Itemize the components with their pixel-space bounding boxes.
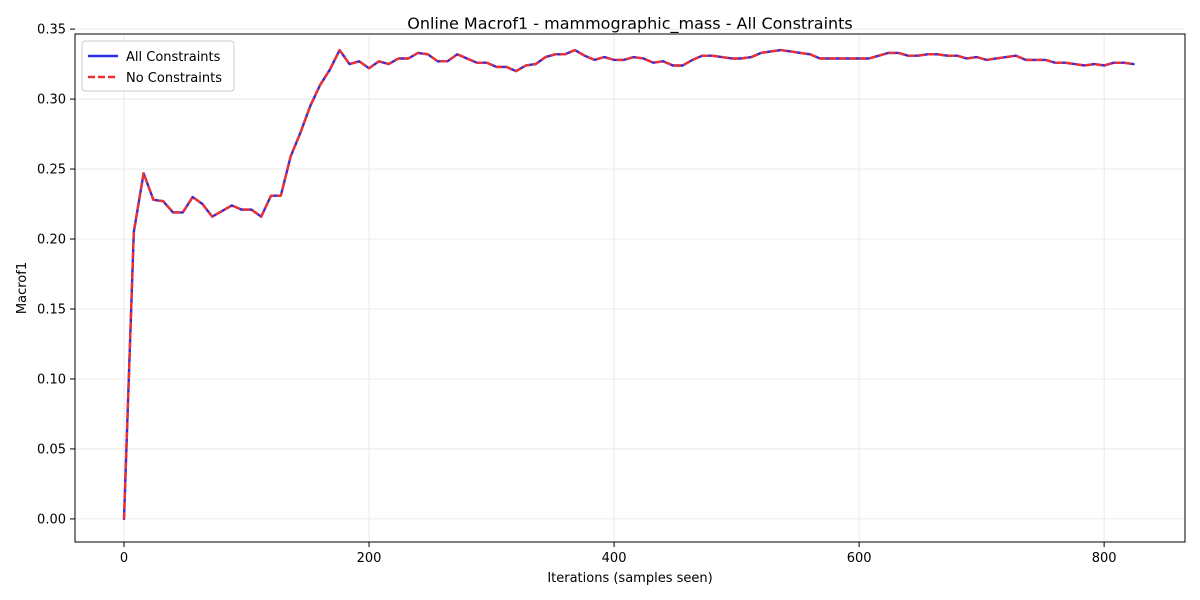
legend-box xyxy=(81,40,235,92)
y-axis-ticks: 0.00 0.05 0.10 0.15 0.20 0.25 0.30 0.35 xyxy=(37,23,75,527)
legend-label-all-constraints: All Constraints xyxy=(126,50,221,65)
grid xyxy=(75,28,1185,542)
series-layer xyxy=(122,48,1135,521)
y-tick-label: 0.00 xyxy=(37,512,66,527)
x-tick-label: 0 xyxy=(120,551,128,566)
legend-label-no-constraints: No Constraints xyxy=(126,71,222,86)
y-tick-label: 0.05 xyxy=(37,442,66,457)
legend: All Constraints No Constraints xyxy=(81,40,235,92)
plot-area-frame xyxy=(74,33,1186,543)
y-tick-label: 0.20 xyxy=(37,233,66,248)
x-tick-label: 400 xyxy=(602,551,627,566)
chart-title: Online Macrof1 - mammographic_mass - All… xyxy=(407,14,853,34)
series-line-no-constraints xyxy=(122,48,1134,519)
x-tick-label: 600 xyxy=(847,551,872,566)
y-tick-label: 0.30 xyxy=(37,93,66,108)
y-tick-label: 0.10 xyxy=(37,372,66,387)
y-tick-label: 0.35 xyxy=(37,23,66,38)
y-tick-label: 0.25 xyxy=(37,163,66,178)
x-axis-ticks: 0 200 400 600 800 xyxy=(120,542,1117,566)
x-axis-label: Iterations (samples seen) xyxy=(547,571,712,586)
x-tick-label: 200 xyxy=(357,551,382,566)
y-tick-label: 0.15 xyxy=(37,302,66,317)
x-tick-label: 800 xyxy=(1092,551,1117,566)
y-axis-label: Macrof1 xyxy=(15,262,30,314)
